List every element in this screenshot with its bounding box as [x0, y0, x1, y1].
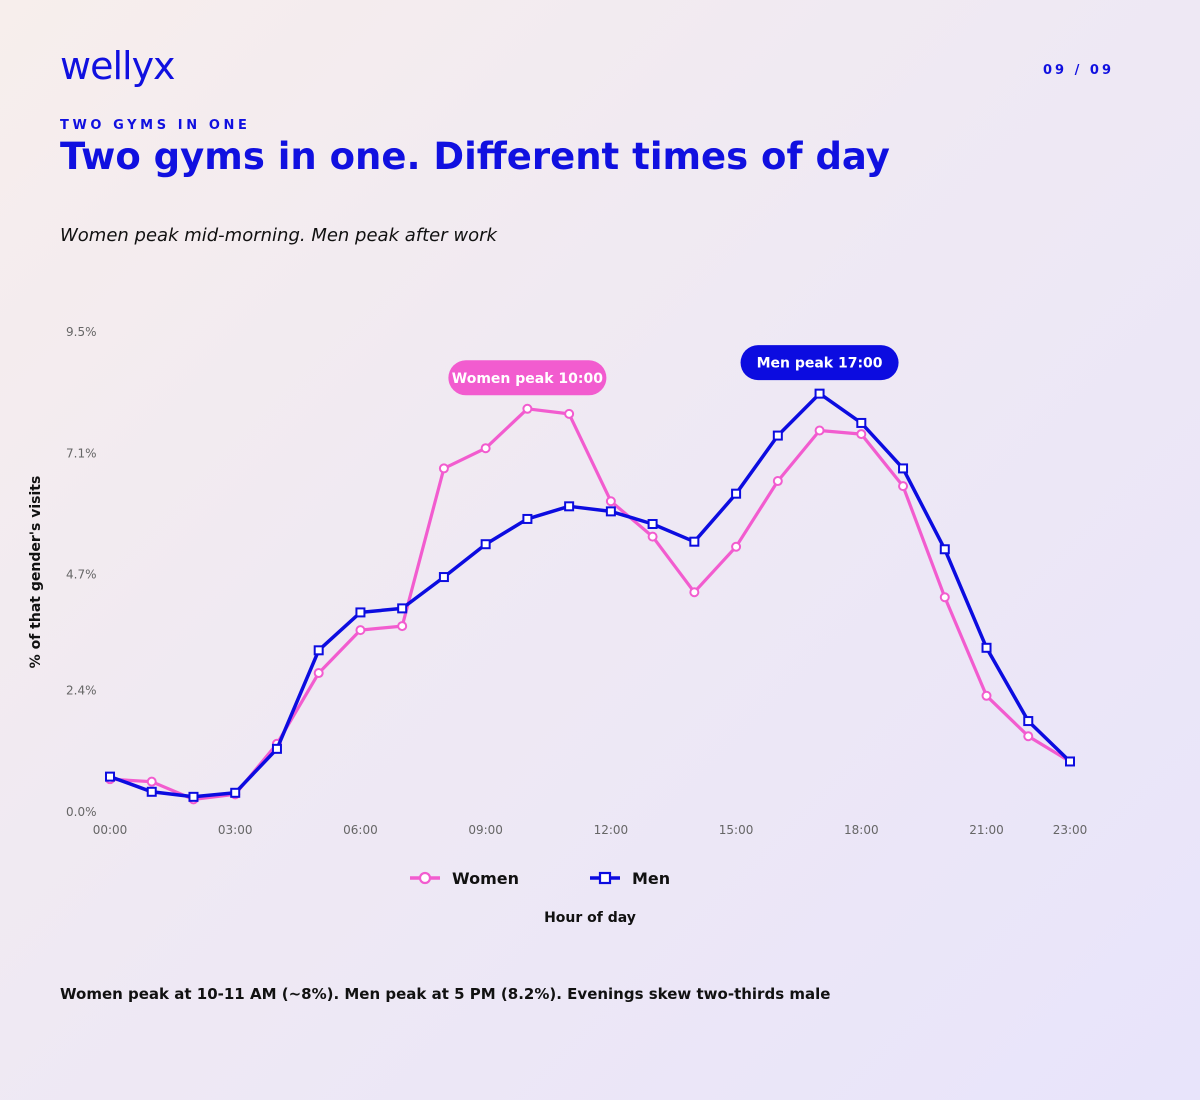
women-point [856, 429, 867, 440]
men-point [522, 513, 533, 524]
men-point [313, 645, 324, 656]
legend-label-men: Men [632, 869, 670, 888]
men-peak-label: Men peak 17:00 [757, 356, 883, 372]
women-point [689, 587, 700, 598]
y-tick-label: 4.7% [66, 568, 97, 582]
x-axis-title: Hour of day [544, 910, 636, 926]
women-point [939, 592, 950, 603]
women-peak-pill [448, 360, 607, 396]
women-point [397, 621, 408, 632]
women-peak-callout: Women peak 10:00 [448, 360, 607, 396]
women-point [898, 481, 909, 492]
women-point [981, 690, 992, 701]
men-point [647, 519, 658, 529]
men-point [731, 488, 742, 499]
y-tick-label: 2.4% [66, 684, 97, 698]
chart-footnote: Women peak at 10-11 AM (~8%). Men peak a… [60, 985, 831, 1003]
men-point [939, 544, 950, 555]
x-tick-label: 23:00 [1053, 823, 1088, 837]
men-point [146, 786, 157, 797]
women-point [355, 625, 366, 636]
section-kicker: TWO GYMS IN ONE [60, 118, 251, 133]
men-point [230, 787, 241, 798]
men-point [188, 791, 199, 802]
peak-callouts: Women peak 10:00 Men peak 17:00 [448, 345, 899, 396]
x-tick-label: 21:00 [969, 823, 1004, 837]
women-point [1023, 731, 1034, 742]
men-point [355, 607, 366, 618]
x-tick-label: 00:00 [93, 823, 128, 837]
legend-label-women: Women [452, 869, 519, 888]
women-point [814, 425, 825, 436]
women-point [605, 496, 616, 507]
series-men [105, 388, 1075, 802]
y-tick-label: 0.0% [66, 805, 97, 819]
y-axis-ticks: 0.0% 2.4% 4.7% 7.1% 9.5% [66, 325, 97, 819]
wellyx-logo: wellyx [60, 44, 176, 88]
women-point [564, 408, 575, 419]
legend-marker-women [418, 871, 432, 885]
series-women [105, 403, 1075, 805]
y-tick-label: 9.5% [66, 325, 97, 339]
series-layer [105, 388, 1075, 805]
x-tick-label: 15:00 [719, 823, 754, 837]
women-point [480, 443, 491, 454]
legend-marker-men [598, 871, 612, 885]
x-tick-label: 06:00 [343, 823, 378, 837]
men-point [772, 430, 783, 441]
men-point [689, 536, 700, 547]
y-axis-title: % of that gender's visits [28, 476, 44, 669]
men-point [1065, 756, 1075, 767]
legend-item-women: Women [410, 869, 519, 888]
women-peak-label: Women peak 10:00 [452, 371, 603, 387]
women-point [731, 541, 742, 552]
women-point [438, 463, 449, 474]
men-point [438, 572, 449, 583]
page-title: Two gyms in one. Different times of day [60, 135, 890, 178]
y-tick-label: 7.1% [66, 446, 97, 460]
men-point [856, 417, 867, 428]
men-line [109, 391, 1072, 799]
men-point [397, 603, 408, 614]
x-tick-label: 09:00 [468, 823, 503, 837]
x-axis-ticks: 00:00 03:00 06:00 09:00 12:00 15:00 18:00 21:00… [93, 823, 1088, 837]
legend-item-men: Men [590, 869, 670, 888]
men-point [981, 642, 992, 653]
men-point [480, 539, 491, 550]
men-point [105, 771, 115, 782]
men-point [271, 743, 282, 754]
women-point [647, 531, 658, 542]
page-number: 09 / 09 [1043, 63, 1114, 78]
men-peak-callout: Men peak 17:00 [740, 345, 899, 381]
women-point [313, 668, 324, 679]
men-point [1023, 716, 1034, 727]
women-point [772, 476, 783, 487]
chart-subtitle: Women peak mid-morning. Men peak after w… [60, 225, 497, 246]
x-tick-label: 12:00 [594, 823, 629, 837]
x-tick-label: 03:00 [218, 823, 253, 837]
men-point [814, 388, 825, 399]
men-peak-pill [740, 345, 899, 381]
men-point [605, 506, 616, 517]
x-tick-label: 18:00 [844, 823, 879, 837]
men-point [898, 463, 909, 474]
women-point [146, 776, 157, 787]
women-line [109, 407, 1071, 801]
women-point [522, 403, 533, 414]
men-point [564, 501, 575, 512]
legend: Women Men [410, 869, 670, 888]
